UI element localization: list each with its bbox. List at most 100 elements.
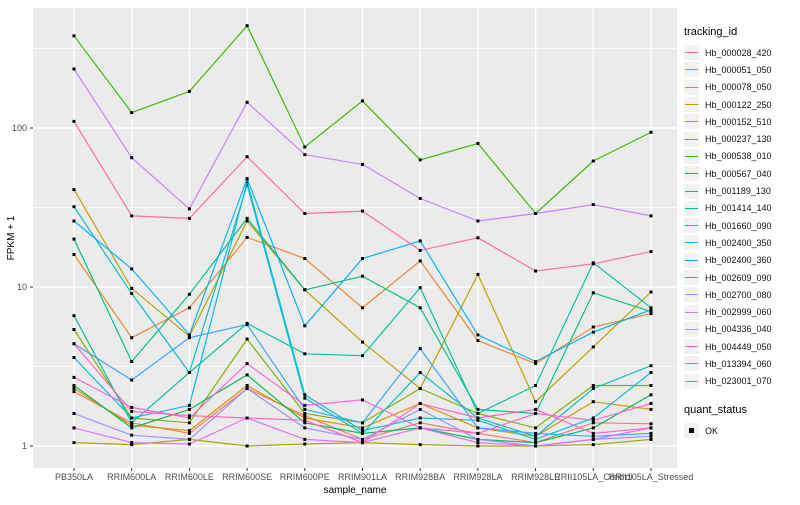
data-point-marker	[303, 403, 307, 407]
data-point-marker	[361, 398, 364, 402]
data-point-marker	[476, 412, 480, 415]
data-point-marker	[649, 130, 653, 134]
data-point-marker	[303, 416, 307, 420]
data-point-marker	[130, 433, 134, 437]
legend-item-label: Hb_001660_090	[705, 220, 772, 231]
data-point-marker	[361, 162, 364, 166]
data-point-marker	[187, 431, 191, 435]
data-point-marker	[591, 262, 595, 266]
data-point-marker	[591, 291, 595, 295]
data-point-marker	[534, 212, 538, 215]
data-point-marker	[591, 443, 595, 447]
data-point-marker	[649, 384, 653, 387]
legend-key-swatch	[684, 62, 699, 78]
series-Hb_002400_350	[72, 179, 653, 441]
data-point-marker	[187, 292, 191, 296]
data-point-marker	[649, 312, 653, 316]
data-point-marker	[591, 387, 595, 390]
legend-item-Hb_000078_050: Hb_000078_050	[684, 79, 800, 96]
x-axis-title: sample_name	[324, 485, 387, 496]
data-point-marker	[72, 412, 76, 415]
data-point-marker	[72, 441, 76, 445]
data-point-marker	[187, 89, 191, 93]
data-point-marker	[245, 362, 249, 366]
legend-item-label: Hb_000051_050	[705, 64, 772, 75]
data-point-marker	[418, 197, 422, 200]
data-point-marker	[418, 306, 422, 310]
data-point-marker	[534, 362, 538, 366]
data-point-marker	[534, 444, 538, 448]
data-point-marker	[245, 384, 249, 387]
data-point-marker	[476, 416, 480, 420]
data-point-marker	[476, 219, 480, 223]
data-point-marker	[245, 155, 249, 159]
data-point-marker	[649, 306, 653, 310]
data-point-marker	[130, 267, 134, 271]
data-point-marker	[361, 426, 364, 430]
data-point-marker	[72, 205, 76, 209]
legend-item-Hb_000028_420: Hb_000028_420	[684, 44, 800, 61]
data-point-marker	[72, 390, 76, 394]
legend-color-line	[685, 225, 698, 227]
data-point-marker	[361, 274, 364, 278]
legend-color-line	[685, 138, 698, 140]
data-point-marker	[591, 400, 595, 404]
data-point-marker	[303, 437, 307, 441]
legend-item-label: Hb_002400_360	[705, 255, 772, 266]
data-point-marker	[72, 328, 76, 331]
data-point-marker	[72, 314, 76, 318]
data-point-marker	[303, 145, 307, 149]
data-point-marker	[130, 426, 134, 430]
data-point-marker	[649, 290, 653, 294]
legend-key-swatch	[684, 79, 699, 95]
data-point-marker	[418, 347, 422, 351]
data-point-marker	[649, 371, 653, 374]
data-point-marker	[534, 437, 538, 441]
series-Hb_002400_360	[72, 177, 653, 363]
data-point-marker	[245, 100, 249, 104]
data-point-marker	[591, 416, 595, 420]
data-point-marker	[130, 214, 134, 218]
data-point-marker	[303, 407, 307, 411]
data-point-marker	[245, 444, 249, 448]
legend-color-line	[685, 346, 698, 348]
data-point-marker	[476, 236, 480, 240]
data-point-marker	[130, 336, 134, 340]
data-point-marker	[187, 371, 191, 374]
data-point-marker	[476, 426, 480, 430]
legend-key-swatch	[684, 235, 699, 251]
data-point-marker	[361, 99, 364, 103]
legend-item-Hb_000152_510: Hb_000152_510	[684, 113, 800, 130]
data-point-marker	[649, 422, 653, 426]
data-point-marker	[591, 437, 595, 441]
legend-item-label: Hb_002999_060	[705, 307, 772, 318]
data-point-marker	[130, 441, 134, 445]
data-point-marker	[130, 409, 134, 413]
data-point-marker	[534, 426, 538, 430]
legend-item-label: Hb_000078_050	[705, 82, 772, 93]
legend-key-swatch	[684, 148, 699, 164]
data-point-marker	[245, 216, 249, 220]
legend-color-line	[685, 242, 698, 244]
legend-item-label: Hb_000028_420	[705, 47, 772, 58]
legend-item-Hb_004449_050: Hb_004449_050	[684, 338, 800, 355]
legend-key-swatch	[684, 45, 699, 61]
y-tick-label: 1	[22, 441, 27, 451]
data-point-marker	[418, 239, 422, 243]
data-point-marker	[418, 443, 422, 447]
data-point-marker	[418, 387, 422, 390]
data-point-marker	[130, 292, 134, 295]
legend-key-swatch	[684, 114, 699, 130]
legend-tracking-items: Hb_000028_420 Hb_000051_050 Hb_000078_050 H…	[684, 44, 800, 390]
legend-item-Hb_002609_090: Hb_002609_090	[684, 269, 800, 286]
legend-item-label: Hb_013394_060	[705, 358, 772, 369]
legend-key-swatch	[684, 131, 699, 147]
data-point-marker	[476, 407, 480, 411]
legend-key-swatch	[684, 321, 699, 337]
data-point-marker	[476, 444, 480, 448]
data-point-marker	[187, 429, 191, 433]
x-tick-label: RRIM600LE	[165, 472, 214, 482]
data-point-marker	[476, 141, 480, 145]
legend-item-Hb_000567_040: Hb_000567_040	[684, 165, 800, 182]
legend-color-line	[685, 121, 698, 123]
